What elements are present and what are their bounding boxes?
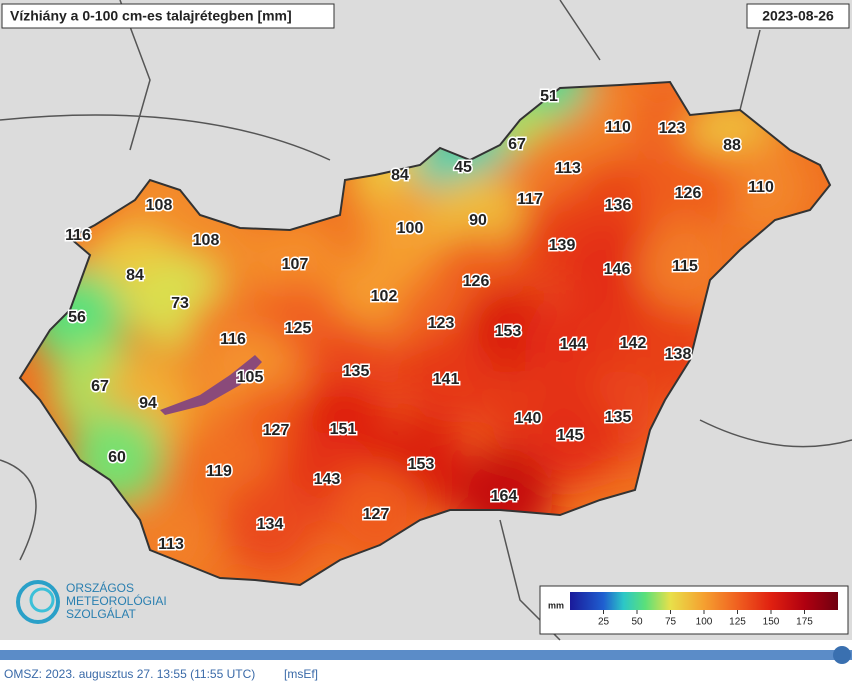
- station-value: 116: [65, 227, 91, 244]
- station-value: 45: [454, 159, 472, 176]
- station-value: 107: [282, 256, 309, 273]
- station-value: 123: [659, 120, 686, 137]
- footer-bar: [0, 650, 852, 660]
- station-value: 135: [343, 363, 370, 380]
- station-value: 56: [68, 309, 86, 326]
- station-value: 117: [517, 191, 543, 208]
- station-value: 136: [605, 197, 632, 214]
- legend-unit: mm: [548, 600, 564, 610]
- lake-balaton: [160, 355, 262, 415]
- station-value: 126: [463, 273, 490, 290]
- station-value: 110: [605, 119, 631, 136]
- heat-blob: [569, 222, 665, 318]
- heat-blob: [398, 332, 494, 428]
- station-value: 134: [257, 516, 284, 533]
- legend-tick-label: 25: [598, 617, 610, 628]
- station-value: 113: [158, 536, 184, 553]
- borders: [0, 0, 852, 641]
- station-value: 110: [748, 179, 774, 196]
- station-value: 151: [330, 421, 357, 438]
- legend-tick-label: 125: [729, 617, 746, 628]
- station-value: 105: [237, 369, 264, 386]
- station-value: 67: [91, 378, 109, 395]
- date-box: [746, 3, 850, 29]
- logo-mark: [16, 580, 60, 624]
- station-value: 115: [672, 258, 698, 275]
- station-value: 138: [665, 346, 692, 363]
- footer-text: OMSZ: 2023. augusztus 27. 13:55 (11:55 U…: [4, 667, 255, 681]
- date: 2023-08-26: [762, 8, 834, 24]
- colorbar: [570, 592, 838, 610]
- footer-globe: [833, 646, 851, 664]
- logo: ORSZÁGOS METEOROLÓGIAI SZOLGÁLAT: [16, 580, 167, 624]
- station-value: 51: [540, 88, 558, 105]
- station-value: 94: [139, 395, 157, 412]
- heat-blob: [522, 388, 618, 484]
- heat-blob: [222, 477, 318, 573]
- station-value: 119: [206, 463, 232, 480]
- station-value: 88: [723, 137, 741, 154]
- station-value: 127: [363, 506, 390, 523]
- station-value: 146: [604, 261, 631, 278]
- heat-blob: [713, 140, 809, 236]
- station-value: 135: [605, 409, 632, 426]
- station-value: 116: [220, 331, 246, 348]
- station-value: 126: [675, 185, 702, 202]
- station-value: 139: [549, 237, 576, 254]
- station-value: 143: [314, 471, 341, 488]
- title-box: [1, 3, 335, 29]
- legend-tick-label: 175: [796, 617, 813, 628]
- station-value: 84: [391, 167, 409, 184]
- station-value: 67: [508, 136, 526, 153]
- stations: 51 110 123 67 88 84 45 113 110 108 117 136 126 116 108…: [64, 87, 776, 555]
- heat-field: [29, 82, 809, 585]
- legend-tick-label: 150: [763, 617, 780, 628]
- footer-tag: [msEf]: [284, 667, 318, 681]
- legend-tick-label: 50: [631, 617, 643, 628]
- station-value: 140: [515, 410, 542, 427]
- station-value: 100: [397, 220, 424, 237]
- station-value: 60: [108, 449, 126, 466]
- station-value: 90: [469, 212, 487, 229]
- station-value: 123: [428, 315, 455, 332]
- station-value: 142: [620, 335, 647, 352]
- legend-tick-label: 100: [696, 617, 713, 628]
- logo-mark-inner: [29, 587, 55, 613]
- station-value: 108: [146, 197, 173, 214]
- station-value: 127: [263, 422, 290, 439]
- logo-line: SZOLGÁLAT: [66, 606, 136, 621]
- station-value: 84: [126, 267, 144, 284]
- heat-blob: [640, 146, 736, 242]
- station-value: 145: [557, 427, 584, 444]
- legend-tick-label: 75: [665, 617, 677, 628]
- station-value: 108: [193, 232, 220, 249]
- station-value: 164: [491, 488, 518, 505]
- station-value: 102: [371, 288, 398, 305]
- station-value: 73: [171, 295, 189, 312]
- logo-line: METEOROLÓGIAI: [66, 593, 167, 608]
- logo-line: ORSZÁGOS: [66, 580, 134, 595]
- legend: mm 25 50 75 100 125 150 175: [539, 585, 849, 635]
- title: Vízhiány a 0-100 cm-es talajrétegben [mm…: [10, 8, 292, 24]
- station-value: 125: [285, 320, 312, 337]
- station-value: 144: [560, 336, 587, 353]
- station-value: 153: [495, 323, 522, 340]
- station-value: 141: [433, 371, 460, 388]
- station-value: 113: [555, 160, 581, 177]
- station-value: 153: [408, 456, 435, 473]
